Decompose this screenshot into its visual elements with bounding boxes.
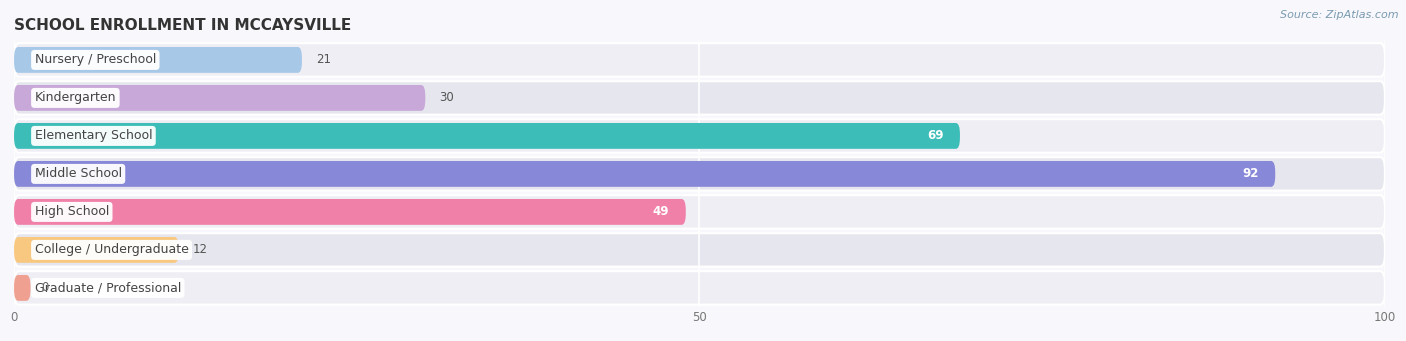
FancyBboxPatch shape xyxy=(14,275,31,301)
Text: Middle School: Middle School xyxy=(35,167,122,180)
FancyBboxPatch shape xyxy=(14,237,179,263)
Text: High School: High School xyxy=(35,205,110,218)
Text: 69: 69 xyxy=(927,130,943,143)
Text: 49: 49 xyxy=(652,205,669,218)
Text: Nursery / Preschool: Nursery / Preschool xyxy=(35,54,156,66)
FancyBboxPatch shape xyxy=(14,119,1385,153)
FancyBboxPatch shape xyxy=(14,123,960,149)
Text: Source: ZipAtlas.com: Source: ZipAtlas.com xyxy=(1281,10,1399,20)
Text: Graduate / Professional: Graduate / Professional xyxy=(35,281,181,294)
Text: 30: 30 xyxy=(439,91,454,104)
FancyBboxPatch shape xyxy=(14,47,302,73)
Text: Elementary School: Elementary School xyxy=(35,130,152,143)
Text: 21: 21 xyxy=(315,54,330,66)
Text: Kindergarten: Kindergarten xyxy=(35,91,117,104)
FancyBboxPatch shape xyxy=(14,85,425,111)
FancyBboxPatch shape xyxy=(14,195,1385,228)
Text: 0: 0 xyxy=(42,281,49,294)
FancyBboxPatch shape xyxy=(14,199,686,225)
FancyBboxPatch shape xyxy=(14,271,1385,305)
FancyBboxPatch shape xyxy=(14,43,1385,77)
Text: SCHOOL ENROLLMENT IN MCCAYSVILLE: SCHOOL ENROLLMENT IN MCCAYSVILLE xyxy=(14,18,352,33)
Text: College / Undergraduate: College / Undergraduate xyxy=(35,243,188,256)
Text: 12: 12 xyxy=(193,243,207,256)
FancyBboxPatch shape xyxy=(14,81,1385,115)
Text: 92: 92 xyxy=(1243,167,1258,180)
FancyBboxPatch shape xyxy=(14,157,1385,191)
FancyBboxPatch shape xyxy=(14,233,1385,267)
FancyBboxPatch shape xyxy=(14,161,1275,187)
